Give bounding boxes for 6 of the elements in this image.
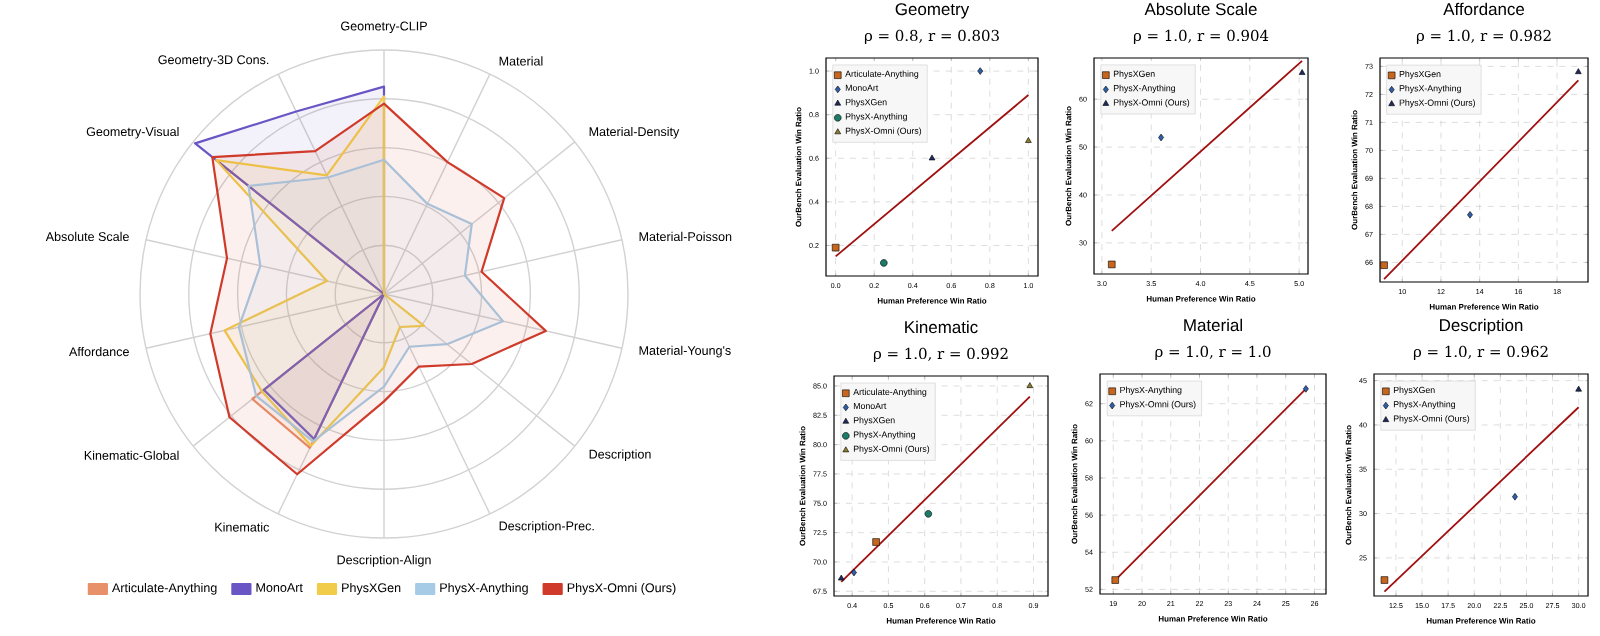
chart-title: Affordance (1443, 2, 1525, 16)
chart-title: Material (1184, 318, 1242, 332)
chart-title: Geometry (895, 3, 970, 19)
chart-title: Description (1440, 318, 1523, 335)
chart-title: Kinematic (905, 320, 978, 334)
chart-title: Absolute Scale (1144, 2, 1257, 16)
